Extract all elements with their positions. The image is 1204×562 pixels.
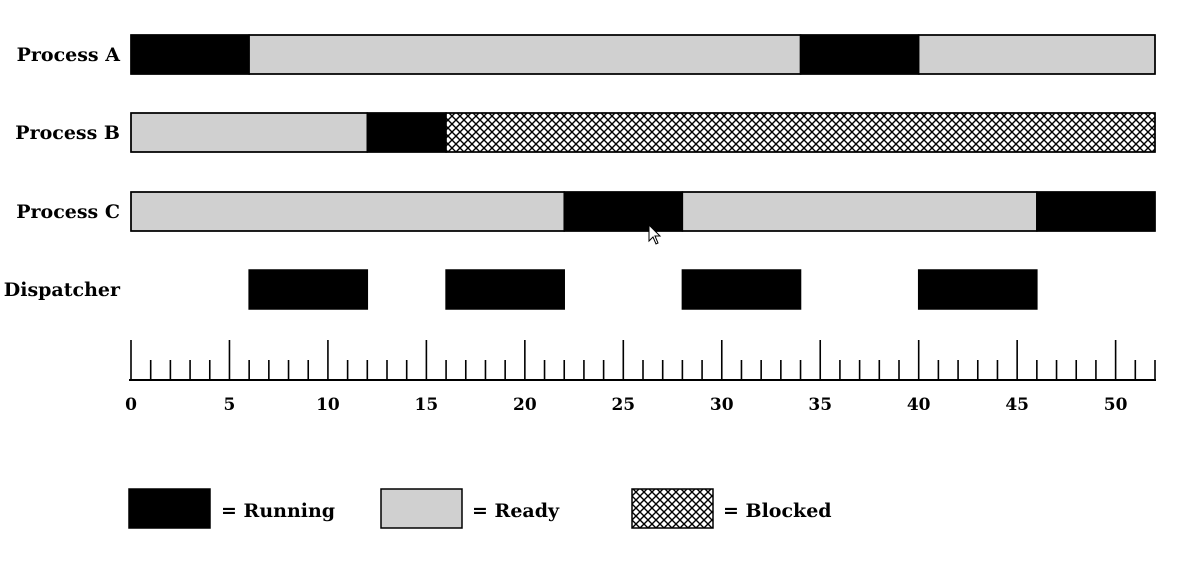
segment-running <box>681 269 802 310</box>
row-frame <box>130 112 1156 153</box>
legend-ready-swatch <box>380 488 463 529</box>
tick-label: 50 <box>1104 395 1128 415</box>
segment-running <box>445 269 565 310</box>
segment-running <box>917 269 1038 310</box>
legend-blocked-swatch <box>631 488 714 529</box>
segment-running <box>563 191 684 232</box>
row-frame <box>130 191 1156 232</box>
row-label: Dispatcher <box>4 279 121 301</box>
row-label: Process A <box>17 44 121 66</box>
row-dispatcher: Dispatcher <box>4 269 1038 310</box>
row-frame <box>130 34 1156 75</box>
segment-ready <box>681 191 1038 232</box>
tick-label: 5 <box>224 395 236 415</box>
tick-label: 45 <box>1005 395 1029 415</box>
tick-label: 40 <box>907 395 931 415</box>
tick-label: 15 <box>415 395 439 415</box>
segment-ready <box>130 112 369 153</box>
time-axis: 0 5 10 15 20 25 30 35 40 45 50 <box>125 340 1156 415</box>
mouse-cursor-icon <box>648 223 662 245</box>
segment-ready <box>130 191 565 232</box>
tick-label: 10 <box>316 395 340 415</box>
legend-ready-label: = Ready <box>472 500 560 522</box>
process-rows: Process A Process B Process C Dispatcher <box>4 34 1156 310</box>
row-process-b: Process B <box>15 112 1156 153</box>
row-label: Process C <box>16 201 120 223</box>
segment-ready <box>917 34 1156 75</box>
segment-running <box>130 34 250 75</box>
tick-label: 30 <box>710 395 734 415</box>
segment-running <box>1036 191 1156 232</box>
segment-running <box>366 112 447 153</box>
row-process-a: Process A <box>17 34 1156 75</box>
segment-ready <box>248 34 802 75</box>
tick-label: 0 <box>125 395 137 415</box>
tick-label: 35 <box>808 395 832 415</box>
row-process-c: Process C <box>16 191 1156 232</box>
row-label: Process B <box>15 122 120 144</box>
tick-label: 20 <box>513 395 537 415</box>
tick-label: 25 <box>611 395 635 415</box>
segment-running <box>248 269 369 310</box>
segment-running <box>799 34 920 75</box>
legend-running-swatch <box>128 488 211 529</box>
legend-running-label: = Running <box>221 500 335 522</box>
segment-blocked <box>445 112 1156 153</box>
legend: = Running = Ready = Blocked <box>128 488 832 529</box>
legend-blocked-label: = Blocked <box>723 500 832 522</box>
